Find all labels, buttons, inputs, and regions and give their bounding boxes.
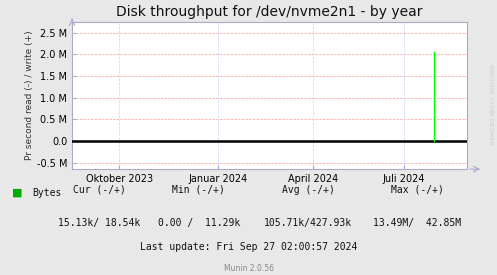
Text: Cur (-/+): Cur (-/+) [73,185,126,195]
Title: Disk throughput for /dev/nvme2n1 - by year: Disk throughput for /dev/nvme2n1 - by ye… [116,6,423,20]
Y-axis label: Pr second read (-) / write (+): Pr second read (-) / write (+) [25,31,34,160]
Text: Avg (-/+): Avg (-/+) [282,185,334,195]
Text: 105.71k/427.93k: 105.71k/427.93k [264,218,352,228]
Text: ■: ■ [12,188,23,197]
Text: 15.13k/ 18.54k: 15.13k/ 18.54k [58,218,141,228]
Text: RRDTOOL / TOBI OETIKER: RRDTOOL / TOBI OETIKER [489,64,494,145]
Text: 0.00 /  11.29k: 0.00 / 11.29k [158,218,240,228]
Text: Min (-/+): Min (-/+) [172,185,225,195]
Text: Munin 2.0.56: Munin 2.0.56 [224,264,273,273]
Text: Max (-/+): Max (-/+) [391,185,444,195]
Text: Last update: Fri Sep 27 02:00:57 2024: Last update: Fri Sep 27 02:00:57 2024 [140,243,357,252]
Text: 13.49M/  42.85M: 13.49M/ 42.85M [373,218,462,228]
Text: Bytes: Bytes [32,188,62,197]
